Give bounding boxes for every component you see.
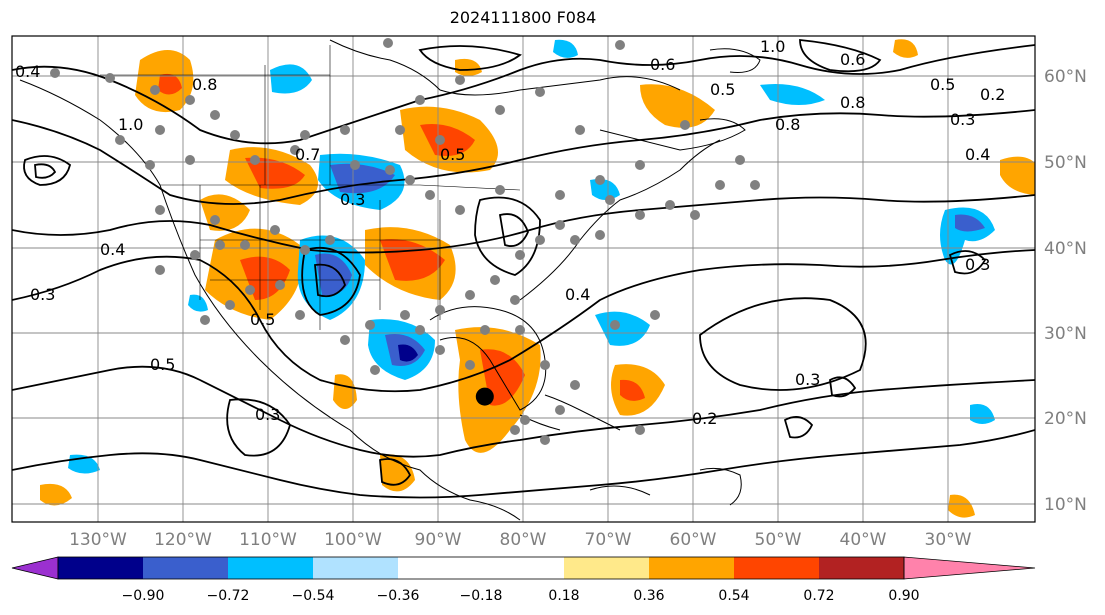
colorbar-bin: [398, 557, 564, 579]
lon-label: 40°W: [840, 530, 887, 550]
contour-lines: [12, 39, 1035, 499]
contour-label: 0.3: [30, 285, 55, 304]
colorbar-tick-label: −0.90: [122, 588, 165, 604]
lon-label: 30°W: [925, 530, 972, 550]
contour-label: 0.8: [192, 75, 217, 94]
colorbar-tick-label: 0.36: [633, 588, 664, 604]
colorbar-bin: [564, 557, 649, 579]
contour-label: 0.7: [295, 145, 320, 164]
contour-label: 0.3: [950, 110, 975, 129]
lon-label: 70°W: [585, 530, 632, 550]
contour-label: 0.4: [15, 62, 40, 81]
colorbar-tick-label: 0.54: [718, 588, 749, 604]
contour-labels: 0.4 1.0 0.8 0.6 0.5 0.8 0.4 0.3 0.2 0.4 …: [15, 37, 1005, 428]
map-title: 2024111800 F084: [449, 8, 597, 27]
latitude-labels: 60°N 50°N 40°N 30°N 20°N 10°N: [1044, 67, 1087, 515]
contour-label: 0.4: [965, 145, 990, 164]
contour-label: 1.0: [760, 37, 785, 56]
lat-label: 50°N: [1044, 153, 1087, 173]
colorbar-tick-label: −0.72: [207, 588, 250, 604]
colorbar-bin: [649, 557, 734, 579]
lon-label: 130°W: [69, 530, 127, 550]
colorbar-tick-label: 0.72: [803, 588, 834, 604]
lon-label: 120°W: [154, 530, 212, 550]
lon-label: 110°W: [239, 530, 297, 550]
observation-dots: [50, 38, 760, 445]
contour-label: 0.5: [930, 75, 955, 94]
colorbar-bin: [143, 557, 228, 579]
colorbar-over-triangle: [903, 556, 1036, 580]
contour-label: 0.5: [150, 355, 175, 374]
colorbar-tick-label: −0.36: [377, 588, 420, 604]
lon-label: 50°W: [755, 530, 802, 550]
lat-label: 40°N: [1044, 239, 1087, 259]
colorbar-bin: [228, 557, 313, 579]
longitude-labels: 130°W 120°W 110°W 100°W 90°W 80°W 70°W 6…: [69, 530, 972, 550]
contour-label: 0.3: [340, 190, 365, 209]
contour-label: 0.5: [250, 310, 275, 329]
colorbar-tick-label: 0.18: [548, 588, 579, 604]
lat-label: 30°N: [1044, 324, 1087, 344]
contour-label: 0.8: [840, 93, 865, 112]
contour-label: 0.4: [100, 240, 125, 259]
colorbar-under-triangle: [11, 556, 59, 580]
colorbar-bin: [58, 557, 143, 579]
contour-label: 0.3: [255, 405, 280, 424]
contour-label: 0.6: [650, 55, 675, 74]
positive-anomaly-shading: [40, 39, 1035, 518]
colorbar-bin: [313, 557, 398, 579]
contour-label: 0.6: [840, 50, 865, 69]
storm-center-marker: [475, 387, 494, 406]
lon-label: 60°W: [670, 530, 717, 550]
contour-label: 0.8: [775, 115, 800, 134]
state-borders: [100, 45, 521, 330]
negative-anomaly-shading: [68, 39, 995, 474]
contour-label: 0.2: [980, 85, 1005, 104]
contour-label: 0.5: [710, 80, 735, 99]
lon-label: 90°W: [415, 530, 462, 550]
contour-label: 0.3: [795, 370, 820, 389]
lon-label: 100°W: [324, 530, 382, 550]
colorbar-bin: [819, 557, 904, 579]
colorbar-tick-label: −0.54: [292, 588, 335, 604]
contour-label: 0.5: [440, 145, 465, 164]
map-area: 0.4 1.0 0.8 0.6 0.5 0.8 0.4 0.3 0.2 0.4 …: [12, 36, 1035, 522]
contour-label: 0.2: [692, 409, 717, 428]
lat-label: 60°N: [1044, 67, 1087, 87]
lon-label: 80°W: [500, 530, 547, 550]
contour-label: 1.0: [118, 115, 143, 134]
colorbar-frame: [57, 556, 905, 580]
colorbar-tick-label: 0.90: [888, 588, 919, 604]
colorbar-tick-label: −0.18: [460, 588, 503, 604]
lat-label: 20°N: [1044, 409, 1087, 429]
map-frame: [11, 35, 1036, 523]
lat-label: 10°N: [1044, 495, 1087, 515]
colorbar-bin: [734, 557, 819, 579]
contour-label: 0.3: [965, 255, 990, 274]
colorbar: −0.90 −0.72 −0.54 −0.36 −0.18 0.18 0.36 …: [11, 556, 1036, 604]
contour-label: 0.4: [565, 285, 590, 304]
